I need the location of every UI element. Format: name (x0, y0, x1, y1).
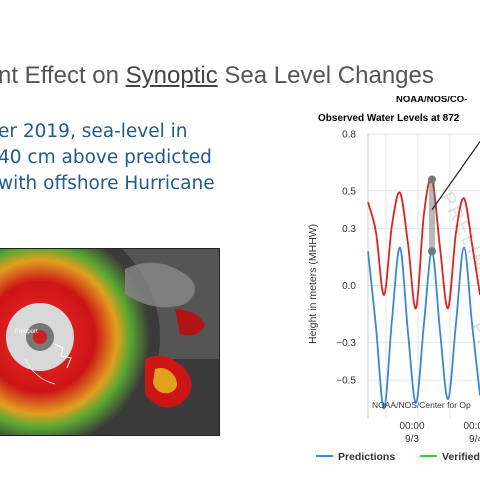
x-tick-date: 9/3 (405, 434, 419, 445)
legend-label-predictions: Predictions (338, 451, 395, 463)
satellite-image-graphic: Freeport (0, 249, 219, 435)
water-level-chart: NOAA/NOS/CO- Observed Water Levels at 87… (300, 96, 480, 480)
y-tick-label: −0.3 (336, 338, 356, 349)
chart-ylabel: Height in meters (MHHW) (307, 224, 319, 344)
hurricane-satellite-image: Freeport (0, 248, 220, 436)
chart-title-line1: NOAA/NOS/CO- (396, 96, 467, 105)
bullet-line: with offshore Hurricane (0, 171, 258, 197)
bullet-line: er 2019, sea-level in (0, 119, 258, 145)
chart-legend: Predictions Verified (316, 451, 480, 463)
x-tick-date: 9/4 (469, 434, 480, 445)
slide-title-pre: nt Effect on (0, 62, 126, 89)
y-tick-label: 0.8 (342, 130, 356, 141)
x-tick-time: 00:00 (399, 421, 424, 432)
legend-label-verified: Verified (442, 451, 480, 463)
city-label: Freeport (15, 329, 38, 335)
surge-marker-bottom (428, 247, 436, 255)
chart-yticks: 0.8 0.5 0.3 0.0 −0.3 −0.5 (336, 130, 356, 387)
y-tick-label: 0.0 (342, 281, 356, 292)
watermark-text: PRELIMINARY (466, 319, 480, 470)
bullet-line: 40 cm above predicted (0, 145, 258, 171)
y-tick-label: 0.3 (342, 224, 356, 235)
x-tick-time: 00:00 (463, 421, 480, 432)
y-tick-label: −0.5 (336, 376, 356, 387)
y-tick-label: 0.5 (342, 186, 356, 197)
chart-title-line2: Observed Water Levels at 872 (318, 113, 460, 124)
slide-title-underlined: Synoptic (126, 62, 218, 89)
slide-title: nt Effect on Synoptic Sea Level Changes (0, 62, 434, 90)
chart-xticks: 00:00 9/3 00:00 9/4 (399, 421, 480, 445)
series-line-predictions (368, 248, 480, 409)
surge-marker-top (428, 175, 436, 183)
chart-credit: NOAA/NOS/Center for Op (372, 400, 471, 410)
chart-grid (368, 134, 480, 418)
bullet-text: er 2019, sea-level in 40 cm above predic… (0, 119, 258, 197)
chart-svg: NOAA/NOS/CO- Observed Water Levels at 87… (300, 96, 480, 480)
slide-title-post: Sea Level Changes (218, 62, 434, 89)
